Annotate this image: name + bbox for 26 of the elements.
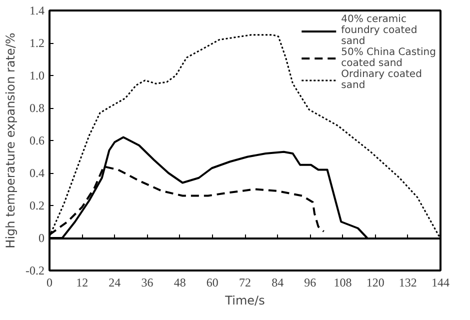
x-tick-label: 36 <box>141 276 154 290</box>
y-tick-label: 0 <box>38 231 44 245</box>
x-tick-label: 24 <box>108 276 121 290</box>
y-tick-label: 1.4 <box>30 4 44 18</box>
x-tick-label: 144 <box>432 276 450 290</box>
x-tick-label: 84 <box>272 276 284 290</box>
x-tick-label: 108 <box>334 276 352 290</box>
y-tick-label: 1.2 <box>30 36 44 50</box>
x-tick-label: 12 <box>76 276 88 290</box>
x-tick-label: 132 <box>398 276 417 290</box>
y-tick-label: 0.6 <box>30 134 44 148</box>
x-axis-title: Time/s <box>224 294 265 308</box>
x-tick-label: 96 <box>304 276 316 290</box>
x-tick-label: 60 <box>206 276 218 290</box>
y-tick-label: 0.8 <box>30 101 44 115</box>
x-tick-label: 72 <box>239 276 251 290</box>
y-tick-label: -0.2 <box>26 264 45 278</box>
y-tick-label: 0.4 <box>30 166 44 180</box>
y-axis-title: High temperature expansion rate/% <box>4 32 18 248</box>
legend-label: 50% China Casting coated sand <box>341 47 436 69</box>
legend-label: 40% ceramic foundry coated sand <box>341 14 418 47</box>
x-tick-label: 48 <box>174 276 186 290</box>
y-tick-label: 1.0 <box>30 68 44 82</box>
y-tick-label: 0.2 <box>30 198 44 212</box>
x-tick-label: 120 <box>366 276 384 290</box>
legend-label: Ordinary coated sand <box>341 69 422 91</box>
